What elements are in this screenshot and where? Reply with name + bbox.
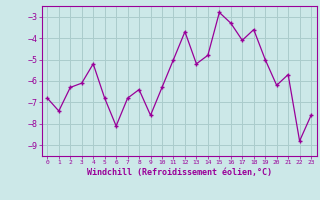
X-axis label: Windchill (Refroidissement éolien,°C): Windchill (Refroidissement éolien,°C) bbox=[87, 168, 272, 177]
